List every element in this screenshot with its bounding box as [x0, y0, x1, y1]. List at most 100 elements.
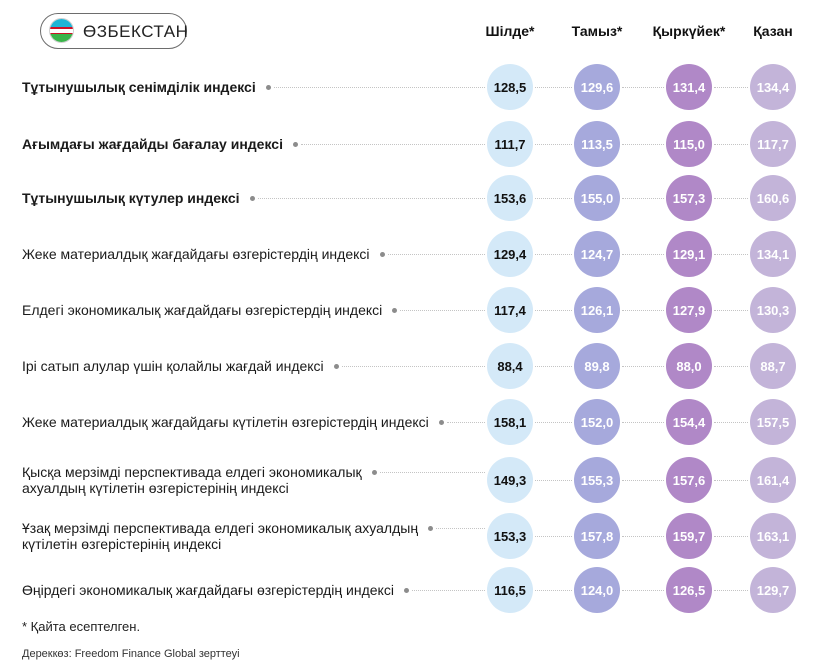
- value-bubble: 88,4: [487, 343, 533, 389]
- connector-line: [535, 254, 572, 255]
- value-bubble: 134,1: [750, 231, 796, 277]
- leader-dot: [292, 141, 298, 147]
- connector-line: [622, 144, 664, 145]
- leader-dot: [392, 307, 398, 313]
- value-bubble: 153,6: [487, 175, 533, 221]
- value-bubble: 157,3: [666, 175, 712, 221]
- value-bubble: 152,0: [574, 399, 620, 445]
- value-bubble: 160,6: [750, 175, 796, 221]
- connector-line: [535, 87, 572, 88]
- value-bubble: 127,9: [666, 287, 712, 333]
- leader-line: [257, 198, 485, 199]
- leader-line: [436, 528, 485, 529]
- connector-line: [622, 590, 664, 591]
- leader-line: [387, 254, 485, 255]
- value-bubble: 161,4: [750, 457, 796, 503]
- connector-line: [714, 480, 748, 481]
- connector-line: [535, 366, 572, 367]
- connector-line: [622, 366, 664, 367]
- leader-dot: [428, 525, 434, 531]
- row-label: Өңірдегі экономикалық жағдайдағы өзгеріс…: [22, 582, 394, 598]
- value-bubble: 163,1: [750, 513, 796, 559]
- connector-line: [622, 310, 664, 311]
- value-bubble: 117,4: [487, 287, 533, 333]
- column-header-1: Шілде*: [485, 23, 535, 39]
- leader-line: [300, 144, 485, 145]
- connector-line: [622, 536, 664, 537]
- value-bubble: 157,5: [750, 399, 796, 445]
- leader-dot: [438, 419, 444, 425]
- value-bubble: 134,4: [750, 64, 796, 110]
- value-bubble: 155,0: [574, 175, 620, 221]
- connector-line: [714, 536, 748, 537]
- connector-line: [714, 310, 748, 311]
- value-bubble: 116,5: [487, 567, 533, 613]
- value-bubble: 149,3: [487, 457, 533, 503]
- row-label: Елдегі экономикалық жағдайдағы өзгерісте…: [22, 302, 383, 318]
- connector-line: [714, 87, 748, 88]
- uzbekistan-flag-icon: [49, 18, 74, 43]
- connector-line: [535, 536, 572, 537]
- value-bubble: 124,0: [574, 567, 620, 613]
- connector-line: [535, 144, 572, 145]
- value-bubble: 155,3: [574, 457, 620, 503]
- value-bubble: 89,8: [574, 343, 620, 389]
- value-bubble: 154,4: [666, 399, 712, 445]
- country-badge: ӨЗБЕКСТАН: [40, 13, 188, 49]
- connector-line: [714, 366, 748, 367]
- value-bubble: 88,0: [666, 343, 712, 389]
- connector-line: [535, 198, 572, 199]
- leader-dot: [333, 363, 339, 369]
- connector-line: [622, 87, 664, 88]
- connector-line: [714, 144, 748, 145]
- connector-line: [714, 198, 748, 199]
- value-bubble: 129,1: [666, 231, 712, 277]
- footnote: * Қайта есептелген.: [22, 619, 141, 634]
- value-bubble: 88,7: [750, 343, 796, 389]
- connector-line: [535, 480, 572, 481]
- connector-line: [622, 254, 664, 255]
- value-bubble: 129,6: [574, 64, 620, 110]
- source-note: Дереккөз: Freedom Finance Global зерттеу…: [22, 648, 240, 660]
- value-bubble: 117,7: [750, 121, 796, 167]
- column-header-4: Қазан: [753, 23, 793, 39]
- leader-dot: [371, 469, 377, 475]
- connector-line: [714, 590, 748, 591]
- row-label: Жеке материалдық жағдайдағы өзгерістерді…: [22, 246, 370, 262]
- value-bubble: 153,3: [487, 513, 533, 559]
- row-label: Тұтынушылық күтулер индексі: [22, 190, 240, 206]
- leader-dot: [403, 587, 409, 593]
- connector-line: [622, 480, 664, 481]
- value-bubble: 130,3: [750, 287, 796, 333]
- value-bubble: 157,6: [666, 457, 712, 503]
- leader-dot: [249, 195, 255, 201]
- value-bubble: 159,7: [666, 513, 712, 559]
- leader-line: [446, 422, 485, 423]
- value-bubble: 128,5: [487, 64, 533, 110]
- value-bubble: 158,1: [487, 399, 533, 445]
- row-label: Ұзақ мерзімді перспективада елдегі эконо…: [22, 520, 419, 552]
- leader-line: [273, 87, 485, 88]
- leader-line: [400, 310, 485, 311]
- value-bubble: 129,7: [750, 567, 796, 613]
- value-bubble: 113,5: [574, 121, 620, 167]
- value-bubble: 124,7: [574, 231, 620, 277]
- value-bubble: 129,4: [487, 231, 533, 277]
- value-bubble: 131,4: [666, 64, 712, 110]
- column-header-3: Қыркүйек*: [652, 23, 726, 39]
- value-bubble: 111,7: [487, 121, 533, 167]
- leader-line: [379, 472, 485, 473]
- row-label: Жеке материалдық жағдайдағы күтілетін өз…: [22, 414, 429, 430]
- value-bubble: 126,5: [666, 567, 712, 613]
- value-bubble: 157,8: [574, 513, 620, 559]
- row-label: Тұтынушылық сенімділік индексі: [22, 79, 256, 95]
- row-label: Қысқа мерзімді перспективада елдегі экон…: [22, 464, 362, 496]
- row-label: Ірі сатып алулар үшін қолайлы жағдай инд…: [22, 358, 324, 374]
- leader-dot: [379, 251, 385, 257]
- leader-line: [341, 366, 485, 367]
- connector-line: [622, 422, 664, 423]
- value-bubble: 115,0: [666, 121, 712, 167]
- connector-line: [535, 590, 572, 591]
- connector-line: [714, 422, 748, 423]
- row-label: Ағымдағы жағдайды бағалау индексі: [22, 136, 283, 152]
